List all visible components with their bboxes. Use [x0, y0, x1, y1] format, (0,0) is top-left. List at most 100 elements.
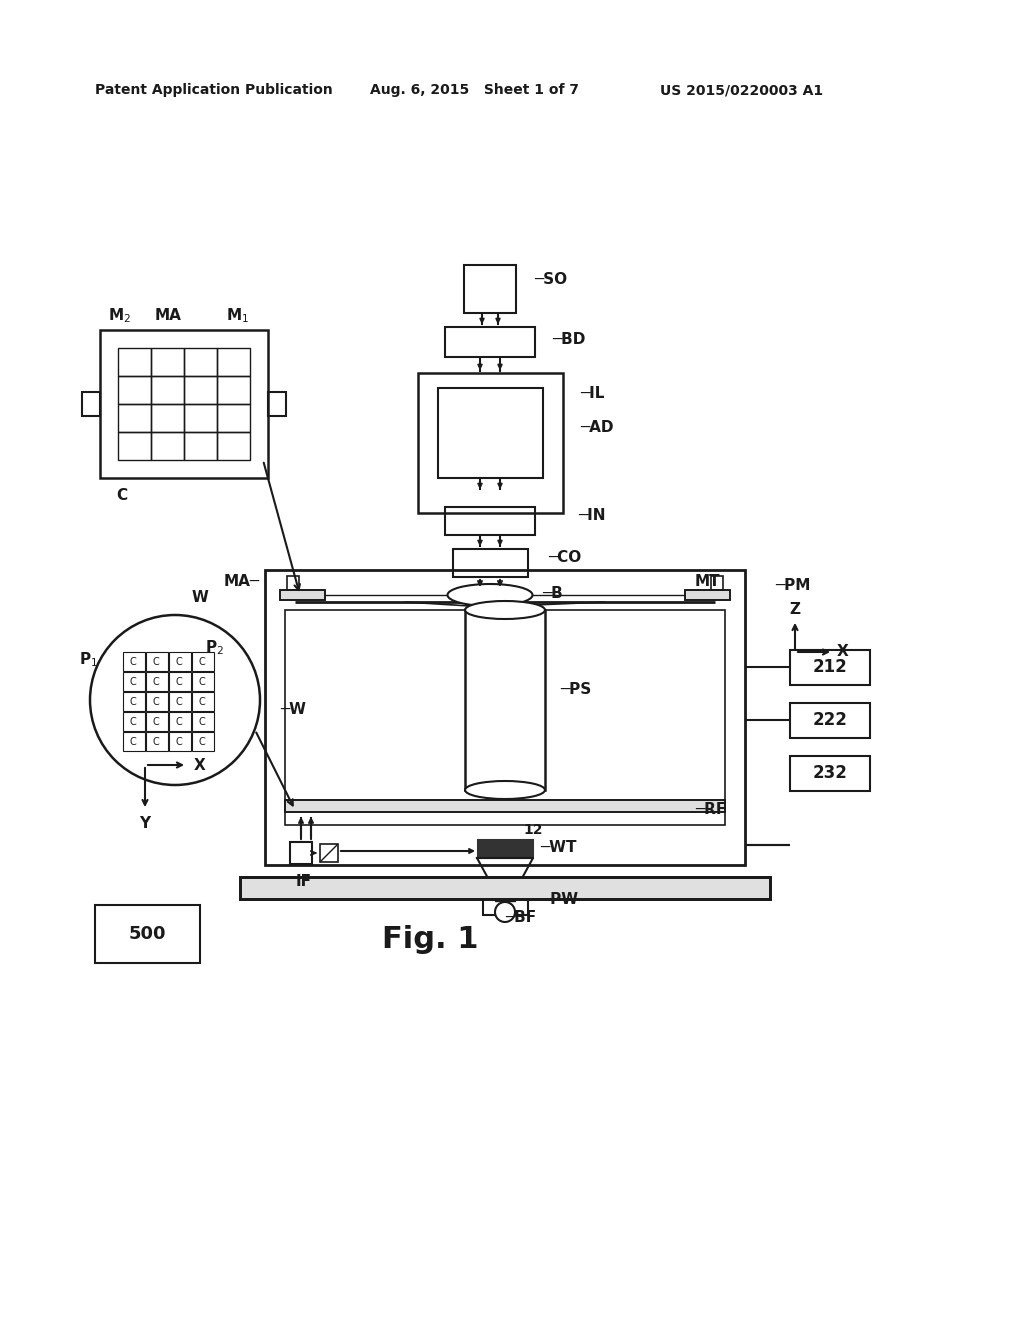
Bar [151, 404, 184, 432]
Text: C: C [199, 717, 206, 727]
Bar [146, 652, 168, 671]
Text: C: C [199, 697, 206, 708]
Bar [465, 610, 545, 789]
Text: ─CO: ─CO [548, 549, 582, 565]
Text: C: C [153, 737, 160, 747]
Text: ─PW: ─PW [541, 892, 579, 908]
Text: ─RF: ─RF [695, 803, 726, 817]
Bar [146, 672, 168, 690]
Text: W: W [191, 590, 209, 605]
Bar [169, 692, 191, 711]
Bar [184, 348, 217, 376]
Bar [169, 652, 191, 671]
Text: 232: 232 [813, 764, 848, 781]
Text: MA: MA [155, 309, 181, 323]
Text: P$_2$: P$_2$ [205, 639, 224, 657]
Ellipse shape [465, 781, 545, 799]
Bar [123, 672, 145, 690]
Text: C: C [199, 737, 206, 747]
Bar [790, 649, 870, 685]
Bar [217, 404, 250, 432]
Text: C: C [130, 717, 136, 727]
Bar [217, 376, 250, 404]
Bar [184, 404, 217, 432]
Text: X: X [195, 758, 206, 772]
Text: M$_1$: M$_1$ [226, 306, 250, 325]
Text: ─AD: ─AD [580, 421, 613, 436]
Text: C: C [199, 677, 206, 686]
Bar [193, 652, 214, 671]
Bar [418, 374, 563, 513]
Text: C: C [153, 657, 160, 667]
Text: ─IL: ─IL [580, 385, 604, 400]
Bar [123, 711, 145, 731]
Text: ─IN: ─IN [578, 507, 605, 523]
Bar [685, 590, 730, 601]
Bar [285, 800, 725, 812]
Text: C: C [153, 677, 160, 686]
Bar [445, 327, 535, 356]
Text: C: C [130, 677, 136, 686]
Bar [169, 672, 191, 690]
Text: MA─: MA─ [224, 574, 260, 590]
Text: 222: 222 [813, 711, 848, 729]
Bar [123, 652, 145, 671]
Text: ─B: ─B [542, 586, 563, 601]
Text: MT: MT [695, 574, 721, 590]
Bar [184, 376, 217, 404]
Text: 12: 12 [523, 822, 543, 837]
Text: C: C [176, 717, 182, 727]
Text: ─BD: ─BD [552, 331, 586, 346]
Bar [193, 672, 214, 690]
Text: ─SO: ─SO [534, 272, 567, 288]
Bar [146, 733, 168, 751]
Bar [82, 392, 100, 416]
Bar [438, 388, 543, 478]
Text: C: C [176, 697, 182, 708]
Bar [118, 432, 151, 459]
Bar [123, 733, 145, 751]
Bar [146, 692, 168, 711]
Bar [100, 330, 268, 478]
Bar [184, 432, 217, 459]
Bar [495, 884, 515, 902]
Bar [285, 610, 725, 825]
Bar [118, 404, 151, 432]
Bar [445, 507, 535, 535]
Text: ─PM: ─PM [775, 578, 810, 593]
Bar [280, 590, 325, 601]
Bar [483, 880, 528, 915]
Bar [790, 704, 870, 738]
Bar [217, 348, 250, 376]
Bar [240, 876, 770, 899]
Bar [453, 549, 528, 577]
Text: C: C [176, 657, 182, 667]
Text: Z: Z [790, 602, 801, 618]
Bar [146, 711, 168, 731]
Bar [151, 376, 184, 404]
Text: M$_2$: M$_2$ [109, 306, 131, 325]
Text: C: C [130, 737, 136, 747]
Bar [217, 432, 250, 459]
Bar [280, 590, 325, 601]
Text: C: C [153, 697, 160, 708]
Bar [711, 576, 723, 590]
Text: 500: 500 [128, 925, 166, 942]
Bar [285, 800, 725, 812]
Bar [169, 711, 191, 731]
Text: C: C [153, 717, 160, 727]
Circle shape [495, 902, 515, 921]
Text: 212: 212 [813, 657, 848, 676]
Text: Fig. 1: Fig. 1 [382, 925, 478, 954]
Text: ─WT: ─WT [540, 841, 577, 855]
Text: Y: Y [139, 817, 151, 832]
Bar [319, 843, 338, 862]
Bar [790, 756, 870, 791]
Bar [193, 692, 214, 711]
Text: ─W: ─W [280, 702, 306, 718]
Text: C: C [130, 697, 136, 708]
Bar [151, 348, 184, 376]
Text: X: X [838, 644, 849, 660]
Bar [193, 733, 214, 751]
Bar [95, 906, 200, 964]
